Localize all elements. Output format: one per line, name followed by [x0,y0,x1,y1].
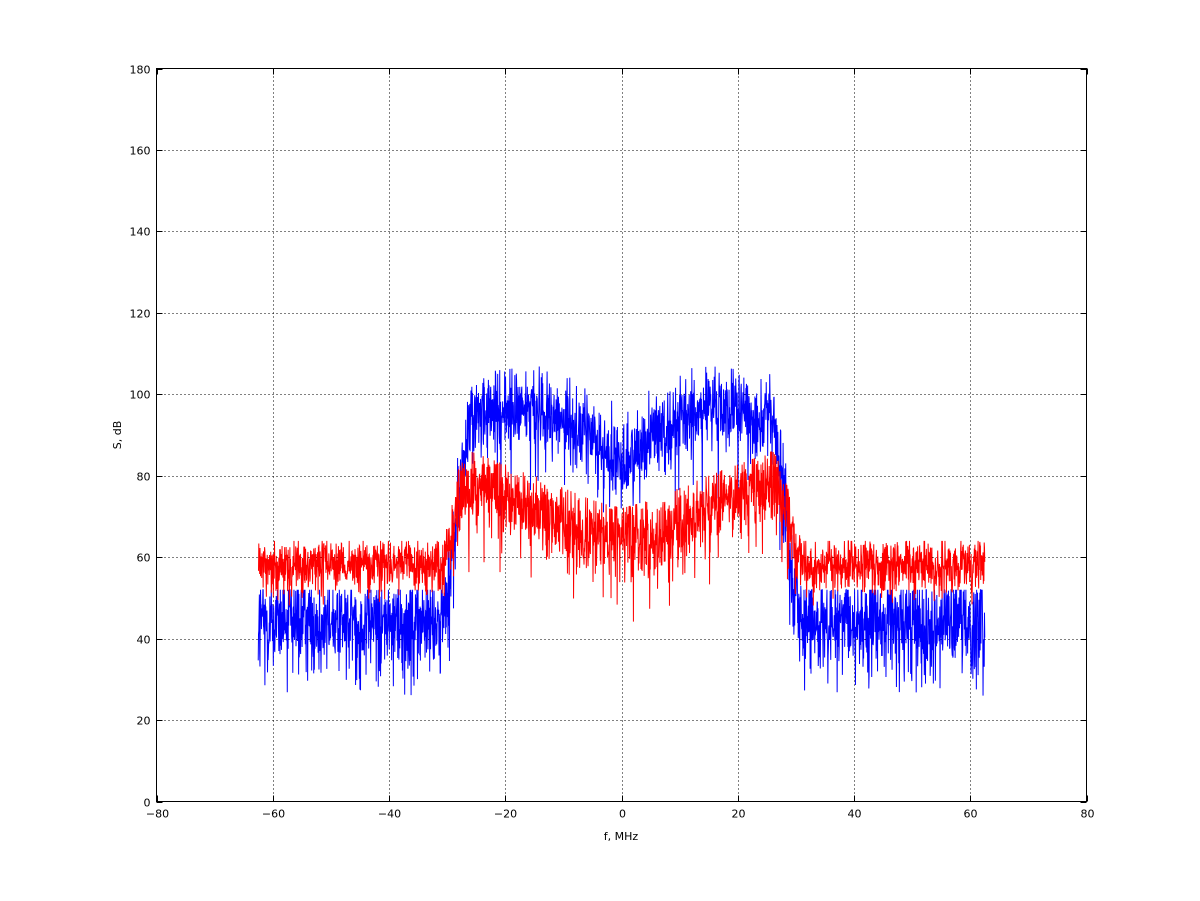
x-tick-label: 60 [964,808,978,821]
y-tick-label: 140 [130,226,151,239]
x-tick-label: 0 [619,808,626,821]
plot-frame [156,68,1087,802]
x-axis-title: f, MHz [604,830,639,843]
x-tick-label: −80 [146,808,169,821]
y-tick-label: 20 [137,715,151,728]
tick-labels: −80 −60 −40 −20 0 20 40 60 80 0 20 40 60 80 100 120 140 1… [130,64,1095,821]
x-tick-label: 40 [848,808,862,821]
x-tick-label: −20 [494,808,517,821]
y-tick-label: 120 [130,308,151,321]
y-tick-label: 80 [137,471,151,484]
x-tick-label: 20 [732,808,746,821]
x-tick-label: −60 [262,808,285,821]
y-axis-title: S, dB [111,421,124,450]
y-tick-label: 160 [130,145,151,158]
series-group [257,366,986,696]
y-tick-label: 60 [137,552,151,565]
series-line [257,451,986,622]
ticks [156,68,1088,803]
y-tick-label: 100 [130,389,151,402]
series-line [257,366,986,696]
x-tick-label: −40 [378,808,401,821]
y-tick-label: 0 [144,797,151,810]
x-tick-label: 80 [1081,808,1095,821]
y-tick-label: 180 [130,64,151,77]
y-tick-label: 40 [137,634,151,647]
